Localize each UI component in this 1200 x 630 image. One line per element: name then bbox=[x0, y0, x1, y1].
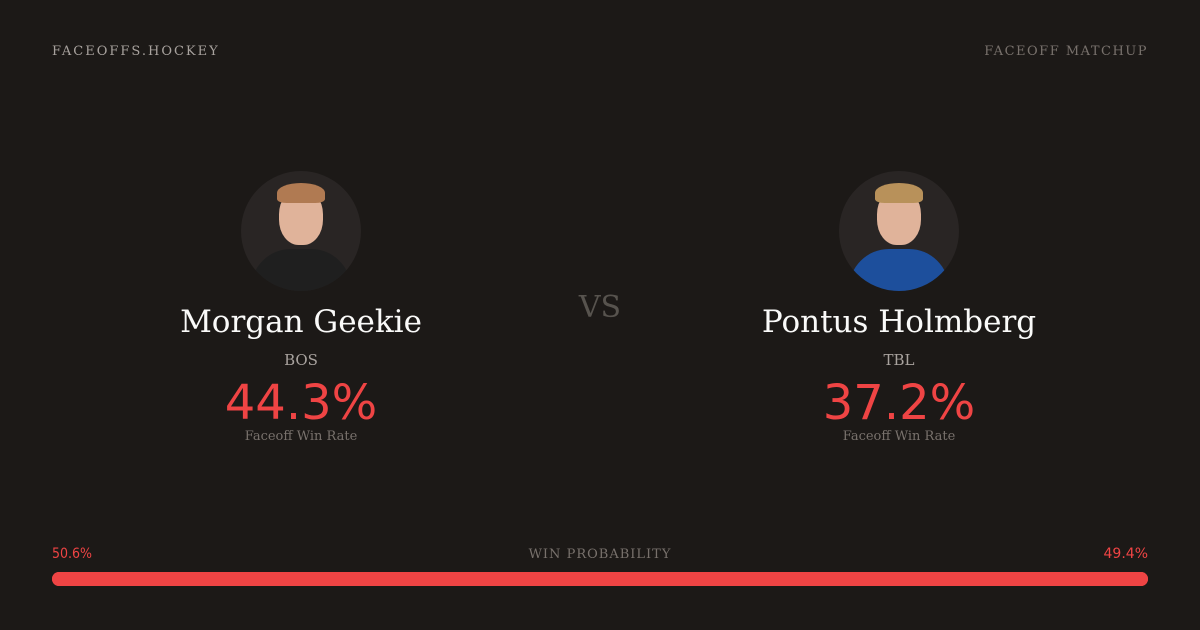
player-name: Pontus Holmberg bbox=[761, 304, 1037, 340]
win-probability-title: WIN PROBABILITY bbox=[528, 547, 672, 562]
player-card-right: Pontus Holmberg TBL 37.2% Faceoff Win Ra… bbox=[699, 171, 1099, 444]
player-avatar bbox=[839, 171, 959, 291]
win-probability-left-segment bbox=[52, 572, 607, 586]
jersey-shape bbox=[251, 249, 351, 291]
vs-label: VS bbox=[578, 290, 622, 325]
hair-shape bbox=[875, 183, 923, 203]
player-card-left: Morgan Geekie BOS 44.3% Faceoff Win Rate bbox=[101, 171, 501, 444]
jersey-shape bbox=[849, 249, 949, 291]
faceoff-win-rate-label: Faceoff Win Rate bbox=[842, 429, 956, 444]
faceoff-win-rate: 44.3% bbox=[224, 375, 378, 431]
faceoff-win-rate-label: Faceoff Win Rate bbox=[244, 429, 358, 444]
player-name: Morgan Geekie bbox=[180, 304, 422, 340]
win-probability-left: 50.6% bbox=[52, 546, 93, 562]
player-avatar bbox=[241, 171, 361, 291]
win-probability-bar bbox=[52, 572, 1148, 586]
hair-shape bbox=[277, 183, 325, 203]
page-type-label: FACEOFF MATCHUP bbox=[984, 44, 1148, 59]
player-team: BOS bbox=[284, 351, 318, 369]
brand-logo-text: FACEOFFS.HOCKEY bbox=[52, 44, 220, 59]
win-probability-right-segment bbox=[606, 572, 1148, 586]
win-probability-right: 49.4% bbox=[1103, 546, 1148, 562]
player-team: TBL bbox=[883, 351, 915, 369]
faceoff-win-rate: 37.2% bbox=[822, 375, 976, 431]
